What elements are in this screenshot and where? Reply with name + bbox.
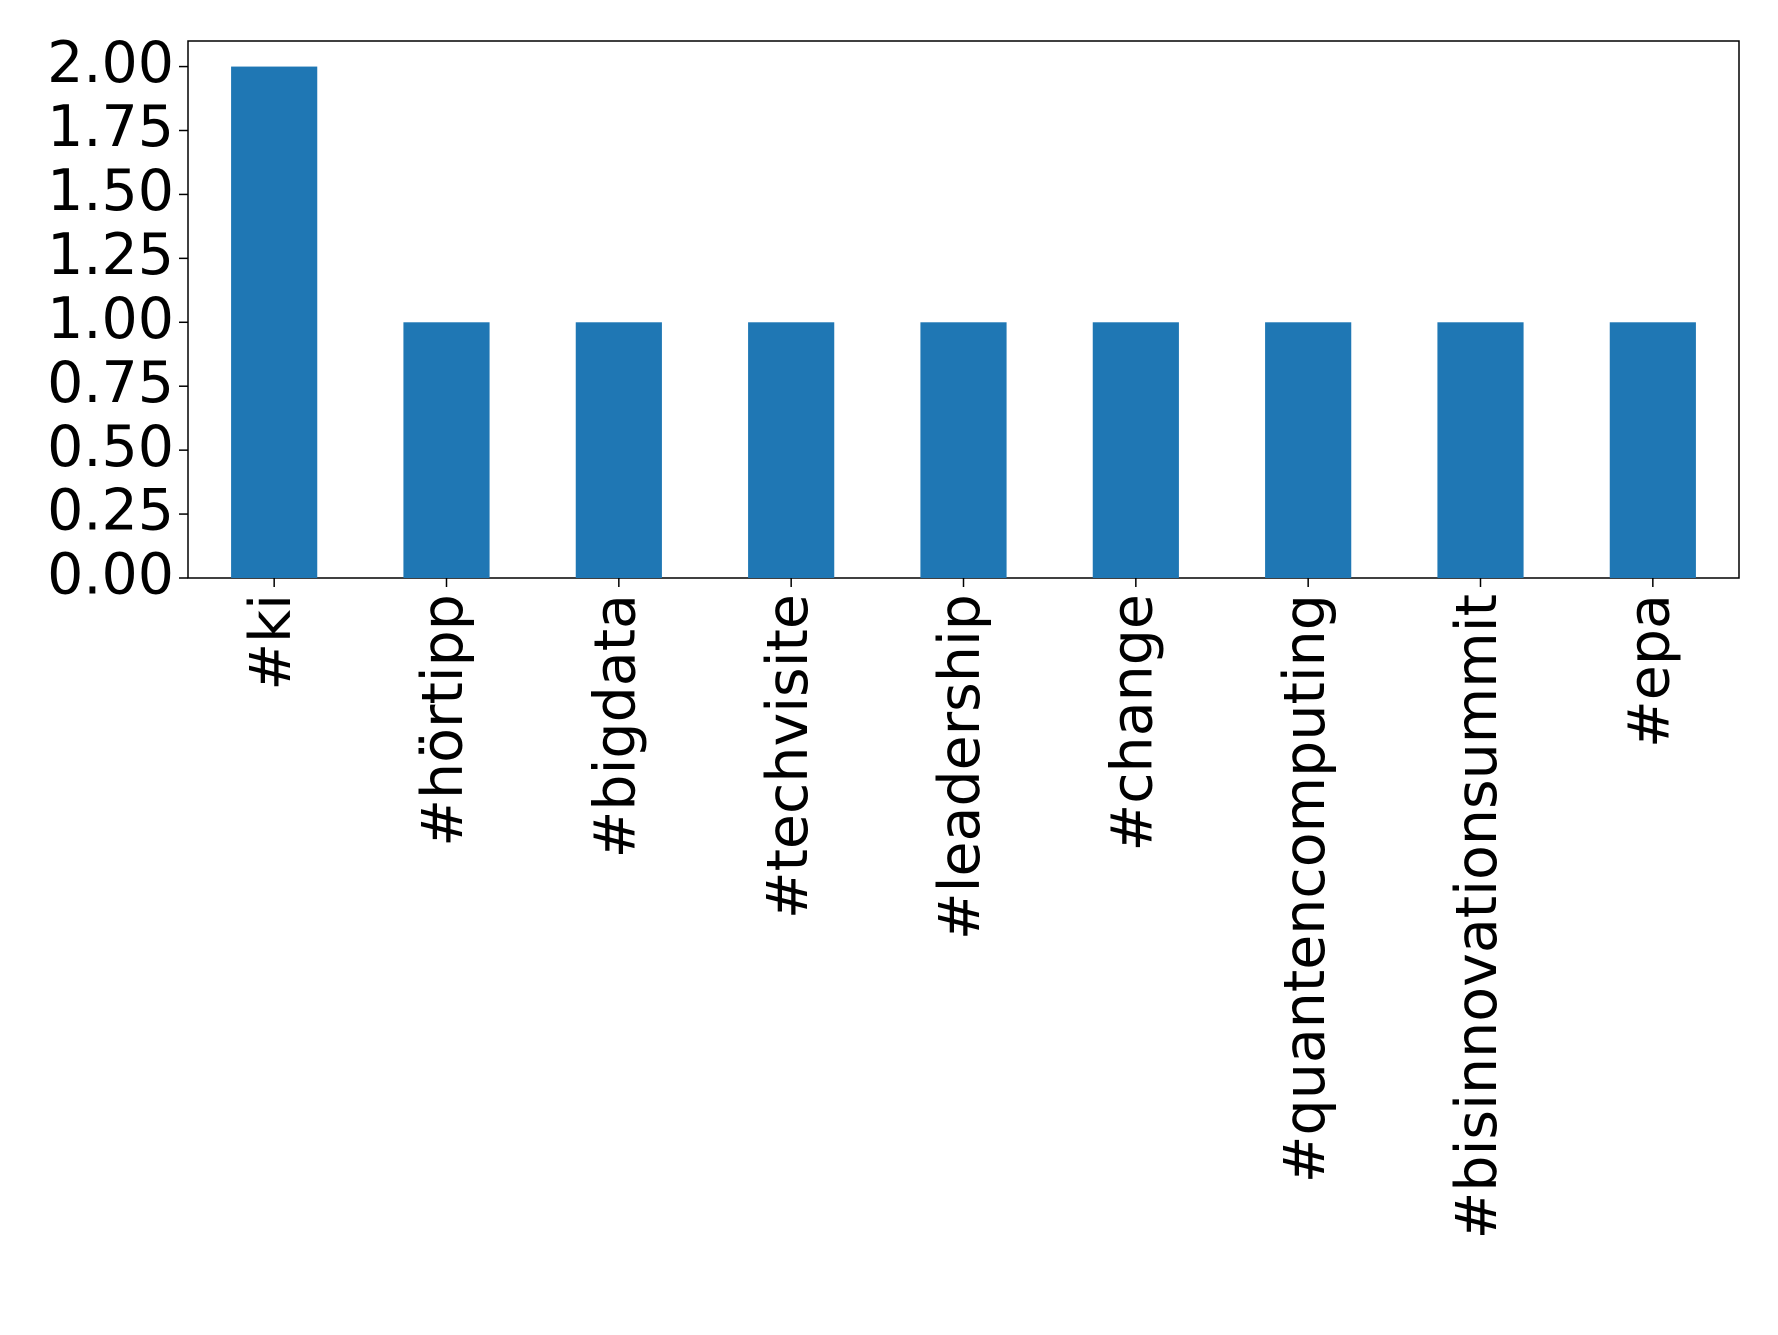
y-tick-label: 0.25: [47, 478, 174, 544]
bar: [403, 322, 490, 578]
y-tick-label: 0.75: [47, 350, 174, 416]
bar: [748, 322, 835, 578]
x-tick-label: #leadership: [927, 594, 993, 940]
bar: [231, 66, 318, 579]
x-tick-label: #quantencomputing: [1272, 594, 1338, 1183]
y-tick-label: 0.00: [47, 542, 174, 608]
x-tick-label: #bisinnovationsummit: [1444, 594, 1510, 1239]
bar: [1265, 322, 1352, 578]
x-tick-label: #bigdata: [582, 594, 648, 858]
x-tick-label: #techvisite: [755, 594, 821, 919]
y-tick-label: 0.50: [47, 414, 174, 480]
y-tick-label: 1.25: [47, 222, 174, 288]
y-tick-label: 1.00: [47, 286, 174, 352]
x-tick-label: #hörtipp: [410, 594, 476, 847]
x-tick-label: #ki: [238, 594, 304, 691]
y-tick-label: 1.50: [47, 158, 174, 224]
y-tick-label: 2.00: [47, 30, 174, 96]
x-tick-label: #change: [1099, 594, 1165, 852]
bar: [1609, 322, 1696, 578]
bar: [1437, 322, 1524, 578]
bar: [920, 322, 1007, 578]
bar: [1092, 322, 1179, 578]
y-tick-label: 1.75: [47, 94, 174, 160]
x-tick-label: #epa: [1616, 594, 1682, 748]
bar: [575, 322, 662, 578]
